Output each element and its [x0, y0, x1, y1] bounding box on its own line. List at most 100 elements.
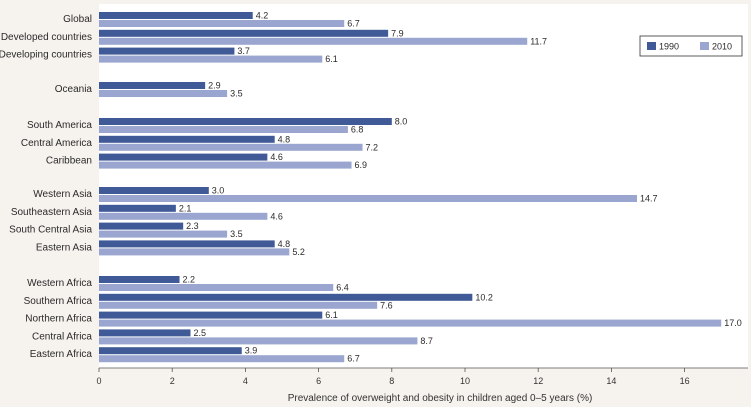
value-label-2010-western-africa: 6.4	[336, 283, 349, 293]
x-tick-label-10: 10	[460, 376, 470, 386]
legend-swatch-1990	[647, 42, 656, 50]
x-tick-label-16: 16	[680, 376, 690, 386]
value-label-1990-global: 4.2	[256, 11, 269, 21]
value-label-1990-northern-africa: 6.1	[325, 310, 338, 320]
bar-2010-caribbean	[99, 161, 352, 169]
value-label-1990-western-africa: 2.2	[183, 275, 196, 285]
legend-box	[639, 35, 743, 57]
bar-2010-eastern-africa	[99, 355, 345, 363]
bar-1990-eastern-africa	[99, 347, 242, 355]
bar-2010-developing-countries	[99, 55, 323, 63]
value-label-2010-northern-africa: 17.0	[724, 318, 742, 328]
value-label-2010-eastern-asia: 5.2	[292, 247, 305, 257]
bar-1990-developed-countries	[99, 29, 389, 37]
bar-1990-central-africa	[99, 329, 191, 337]
category-label-northern-africa: Northern Africa	[25, 314, 92, 325]
value-label-2010-caribbean: 6.9	[355, 160, 368, 170]
category-label-southern-africa: Southern Africa	[24, 296, 93, 307]
bar-2010-south-central-asia	[99, 230, 228, 238]
bar-1990-global	[99, 12, 253, 19]
bar-2010-western-asia	[99, 195, 638, 202]
bar-1990-southeastern-asia	[99, 204, 176, 212]
x-tick-label-0: 0	[96, 376, 101, 386]
category-label-central-africa: Central Africa	[32, 331, 92, 342]
value-label-1990-caribbean: 4.6	[270, 152, 283, 162]
x-axis-title: Prevalence of overweight and obesity in …	[288, 393, 593, 404]
value-label-1990-southeastern-asia: 2.1	[179, 203, 192, 213]
value-label-2010-global: 6.7	[347, 19, 360, 29]
x-axis-ticks: 0 2 4 6 8 10 12 14 16	[96, 368, 690, 386]
bar-1990-western-asia	[99, 187, 209, 194]
bar-2010-northern-africa	[99, 319, 722, 327]
value-label-2010-western-asia: 14.7	[640, 194, 658, 204]
category-label-developing-countries: Developing countries	[0, 50, 92, 61]
bar-1990-southern-africa	[99, 293, 473, 301]
x-tick-label-14: 14	[606, 376, 616, 386]
x-tick-label-12: 12	[533, 376, 543, 386]
bar-1990-south-america	[99, 118, 392, 125]
value-label-2010-central-africa: 8.7	[420, 336, 433, 346]
legend: 1990 2010	[639, 35, 743, 57]
bar-1990-northern-africa	[99, 311, 323, 319]
bar-2010-central-america	[99, 143, 363, 151]
value-label-1990-southern-africa: 10.2	[475, 292, 493, 302]
value-label-1990-central-america: 4.8	[278, 134, 291, 144]
category-label-western-asia: Western Asia	[33, 189, 92, 200]
value-label-1990-south-central-asia: 2.3	[186, 221, 199, 231]
x-tick-label-2: 2	[170, 376, 175, 386]
value-labels: 4.2 6.7 7.9 11.7 3.7 6.1 2.9 3.5 8.0 6.8 4.8 7.2 4.6…	[179, 11, 742, 364]
bar-2010-developed-countries	[99, 37, 528, 45]
value-label-2010-south-america: 6.8	[351, 125, 364, 135]
bar-2010-global	[99, 20, 345, 27]
legend-swatch-2010	[700, 42, 709, 50]
bar-2010-western-africa	[99, 284, 334, 291]
bar-2010-south-america	[99, 126, 348, 133]
bar-2010-oceania	[99, 90, 228, 97]
category-label-oceania: Oceania	[55, 84, 93, 95]
category-label-caribbean: Caribbean	[46, 156, 92, 167]
value-label-1990-eastern-africa: 3.9	[245, 346, 258, 356]
category-label-eastern-africa: Eastern Africa	[30, 349, 93, 360]
value-label-1990-south-america: 8.0	[395, 117, 408, 127]
category-label-developed-countries: Developed countries	[1, 32, 92, 43]
bar-1990-central-america	[99, 135, 275, 143]
value-label-2010-oceania: 3.5	[230, 89, 243, 99]
x-tick-label-8: 8	[389, 376, 394, 386]
category-label-southeastern-asia: Southeastern Asia	[11, 207, 93, 218]
x-tick-label-6: 6	[316, 376, 321, 386]
bar-2010-southeastern-asia	[99, 212, 268, 220]
legend-label-1990: 1990	[659, 42, 679, 52]
value-label-1990-developing-countries: 3.7	[237, 46, 250, 56]
value-label-2010-eastern-africa: 6.7	[347, 354, 360, 364]
value-label-2010-south-central-asia: 3.5	[230, 229, 243, 239]
bars-layer	[99, 12, 722, 363]
legend-label-2010: 2010	[712, 42, 732, 52]
bar-2010-central-africa	[99, 337, 418, 345]
value-label-1990-eastern-asia: 4.8	[278, 239, 291, 249]
bar-1990-caribbean	[99, 153, 268, 161]
category-label-central-america: Central America	[21, 138, 93, 149]
bar-1990-eastern-asia	[99, 240, 275, 248]
bar-1990-oceania	[99, 82, 206, 89]
value-label-1990-central-africa: 2.5	[194, 328, 207, 338]
category-labels: Global Developed countries Developing coun…	[0, 14, 92, 360]
bar-1990-developing-countries	[99, 47, 235, 55]
bar-1990-western-africa	[99, 276, 180, 283]
category-label-south-central-asia: South Central Asia	[9, 225, 92, 236]
value-label-2010-southern-africa: 7.6	[380, 300, 393, 310]
value-label-1990-western-asia: 3.0	[212, 186, 225, 196]
x-tick-label-4: 4	[243, 376, 248, 386]
value-label-1990-developed-countries: 7.9	[391, 28, 404, 38]
value-label-2010-southeastern-asia: 4.6	[270, 211, 283, 221]
category-label-eastern-asia: Eastern Asia	[36, 242, 93, 253]
bar-2010-eastern-asia	[99, 248, 290, 256]
bar-1990-south-central-asia	[99, 222, 184, 230]
bar-2010-southern-africa	[99, 301, 378, 309]
value-label-2010-central-america: 7.2	[366, 142, 379, 152]
value-label-1990-oceania: 2.9	[208, 81, 221, 91]
value-label-2010-developing-countries: 6.1	[325, 54, 338, 64]
category-label-south-america: South America	[27, 120, 92, 131]
category-label-western-africa: Western Africa	[27, 278, 92, 289]
value-label-2010-developed-countries: 11.7	[530, 36, 547, 46]
